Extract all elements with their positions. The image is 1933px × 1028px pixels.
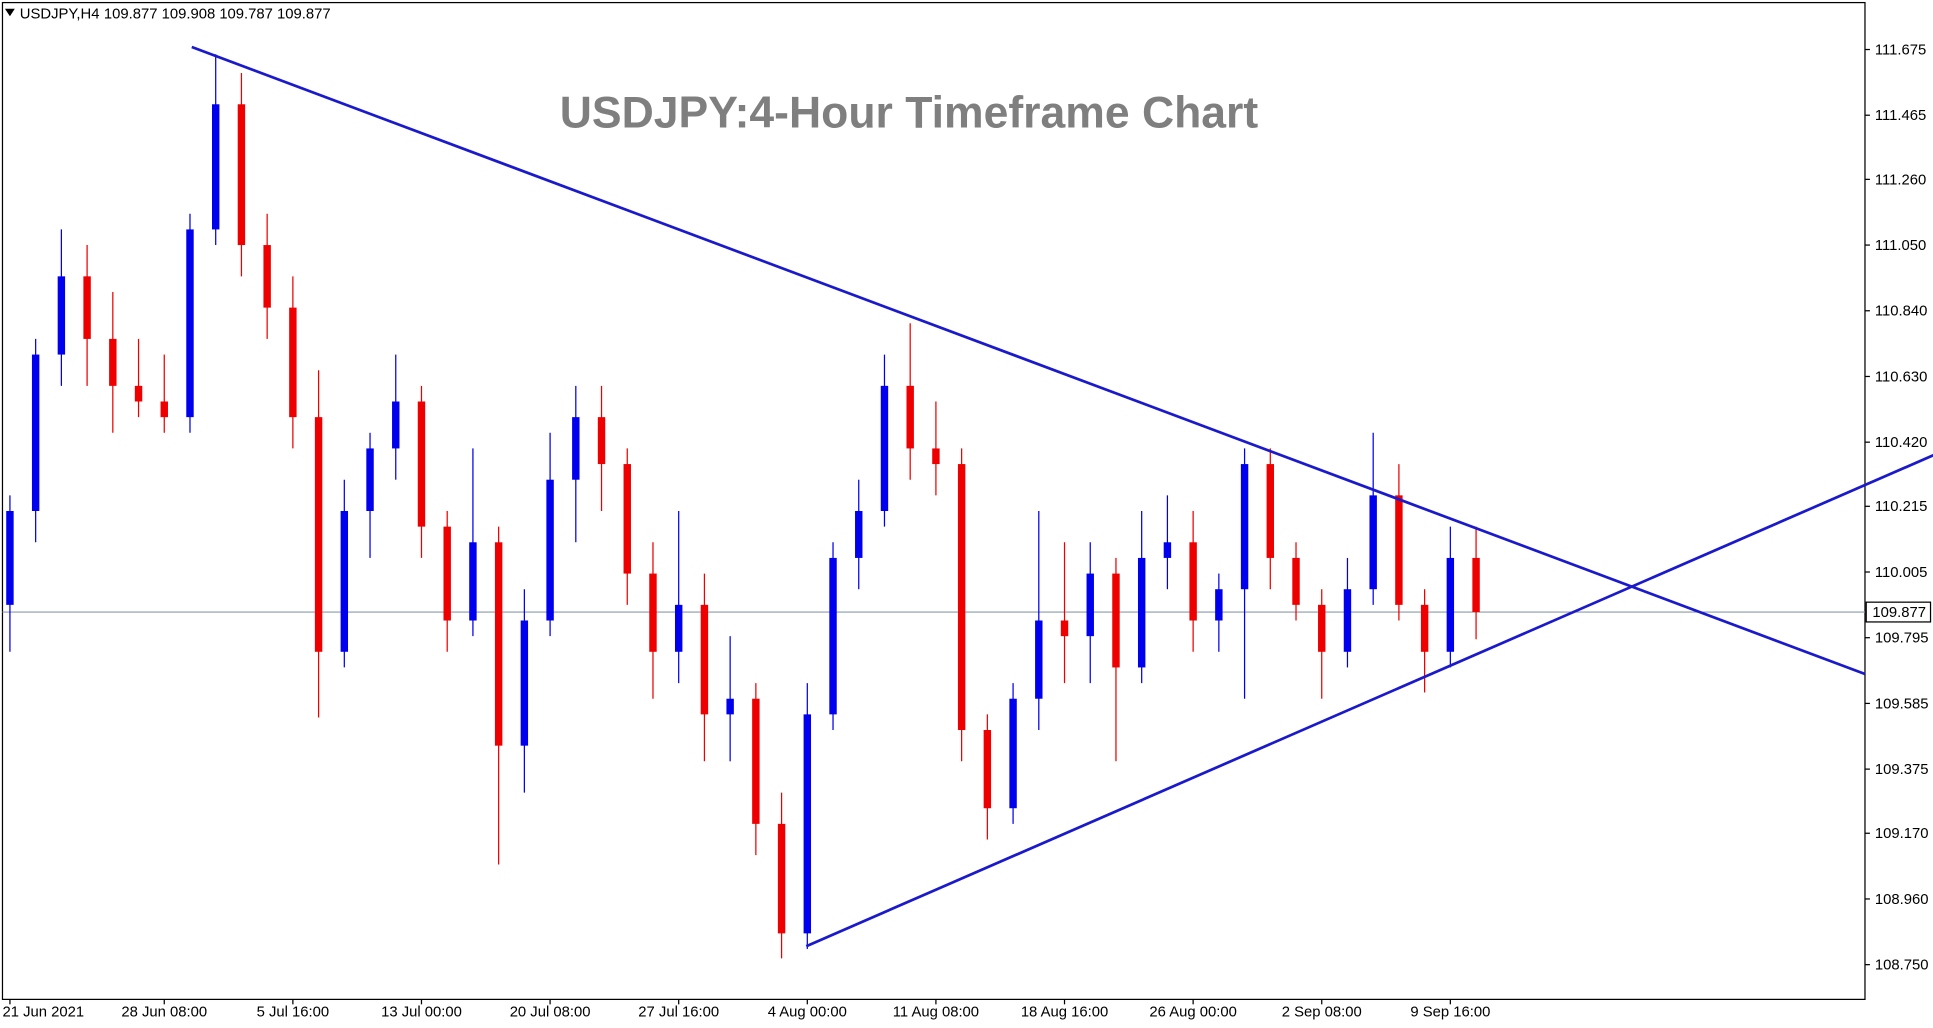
y-tick-label: 109.375 xyxy=(1875,762,1929,778)
candle-body xyxy=(366,448,374,511)
y-tick-label: 110.420 xyxy=(1875,435,1928,451)
y-tick-label: 111.050 xyxy=(1875,238,1926,254)
candle-body xyxy=(211,104,220,230)
candle-body xyxy=(1112,573,1120,668)
candle-body xyxy=(1060,620,1069,637)
candle-body xyxy=(340,510,349,652)
x-tick-label: 26 Aug 00:00 xyxy=(1149,1005,1236,1021)
candle-body xyxy=(1163,542,1172,558)
current-price-box xyxy=(1865,601,1932,623)
candle-body xyxy=(623,464,631,574)
trendline xyxy=(191,45,1866,676)
candle-body xyxy=(263,245,271,308)
candle-body xyxy=(1137,557,1146,668)
candle-body xyxy=(1318,604,1326,652)
x-tick-label: 27 Jul 16:00 xyxy=(638,1005,719,1021)
candle-body xyxy=(443,526,451,621)
plot-frame xyxy=(1,1,1866,1001)
candle-body xyxy=(392,401,400,449)
candle-body xyxy=(957,464,966,731)
ohlc-header: 109.877 109.908 109.787 109.877 xyxy=(104,7,331,23)
trendline xyxy=(805,453,1933,948)
candle-body xyxy=(1472,557,1480,613)
x-tick-label: 18 Aug 16:00 xyxy=(1021,1005,1108,1021)
candle-body xyxy=(469,542,477,621)
x-tick-label: 20 Jul 08:00 xyxy=(510,1005,591,1021)
candle-body xyxy=(57,276,66,355)
x-tick-label: 21 Jun 2021 xyxy=(2,1005,84,1021)
candle-body xyxy=(777,823,786,934)
candle-body xyxy=(109,338,117,386)
current-price-label: 109.877 xyxy=(1872,605,1926,621)
x-tick-label: 2 Sep 08:00 xyxy=(1282,1005,1362,1021)
candle-body xyxy=(1420,604,1429,652)
menu-triangle[interactable] xyxy=(4,8,15,17)
y-tick-label: 110.005 xyxy=(1875,565,1928,581)
chart-title: USDJPY:4-Hour Timeframe Chart xyxy=(560,88,1259,137)
candle-body xyxy=(880,385,889,511)
candle-body xyxy=(546,479,554,621)
y-tick-label: 111.465 xyxy=(1875,108,1926,124)
candle-body xyxy=(1446,557,1455,652)
candle-body xyxy=(520,620,529,746)
x-tick-label: 11 Aug 08:00 xyxy=(893,1005,979,1021)
candle-body xyxy=(289,307,297,418)
y-tick-label: 110.215 xyxy=(1875,499,1928,515)
candle-body xyxy=(1086,573,1094,637)
x-tick-label: 13 Jul 00:00 xyxy=(381,1005,462,1021)
candle-body xyxy=(134,385,143,402)
candle-body xyxy=(314,417,323,652)
candle-body xyxy=(932,448,940,465)
candle-body xyxy=(1240,464,1249,590)
candle-body xyxy=(829,557,837,715)
candle-body xyxy=(572,417,580,480)
candle-body xyxy=(752,698,760,824)
candle-body xyxy=(83,276,91,339)
candle-body xyxy=(6,510,14,605)
candle-body xyxy=(1292,557,1300,605)
y-tick-label: 109.585 xyxy=(1875,696,1929,712)
candle-body xyxy=(1189,542,1197,621)
candle-body xyxy=(649,573,657,652)
y-tick-label: 108.750 xyxy=(1875,958,1929,974)
candle-body xyxy=(1395,495,1403,605)
candle-body xyxy=(1343,589,1352,652)
candle-body xyxy=(417,401,426,527)
candle-body xyxy=(674,604,683,652)
y-tick-label: 108.960 xyxy=(1875,892,1929,908)
y-tick-label: 109.795 xyxy=(1875,631,1929,647)
candle-body xyxy=(906,385,914,449)
candle-body xyxy=(31,354,40,511)
candle-body xyxy=(983,730,992,809)
x-tick-label: 5 Jul 16:00 xyxy=(257,1005,330,1021)
candle-body xyxy=(1369,495,1377,590)
symbol-label: USDJPY,H4 xyxy=(20,7,100,23)
x-tick-label: 28 Jun 08:00 xyxy=(121,1005,207,1021)
candle-body xyxy=(494,542,503,746)
candle-body xyxy=(186,229,194,418)
candle-body xyxy=(597,417,606,465)
candle-body xyxy=(160,401,168,418)
candle-body xyxy=(700,604,709,715)
x-tick-label: 4 Aug 00:00 xyxy=(768,1005,847,1021)
candle-body xyxy=(1009,698,1017,809)
candle-body xyxy=(1035,620,1043,699)
candle-body xyxy=(726,698,734,715)
y-tick-label: 110.630 xyxy=(1875,369,1928,385)
candle-body xyxy=(1215,589,1223,621)
candle-body xyxy=(237,104,246,246)
y-tick-label: 110.840 xyxy=(1875,304,1928,320)
candle-body xyxy=(1266,464,1275,558)
candle-body xyxy=(803,714,812,934)
candle-body xyxy=(855,510,863,558)
y-tick-label: 111.675 xyxy=(1875,42,1926,58)
y-tick-label: 111.260 xyxy=(1875,172,1926,188)
x-tick-label: 9 Sep 16:00 xyxy=(1410,1005,1490,1021)
y-tick-label: 109.170 xyxy=(1875,826,1929,842)
